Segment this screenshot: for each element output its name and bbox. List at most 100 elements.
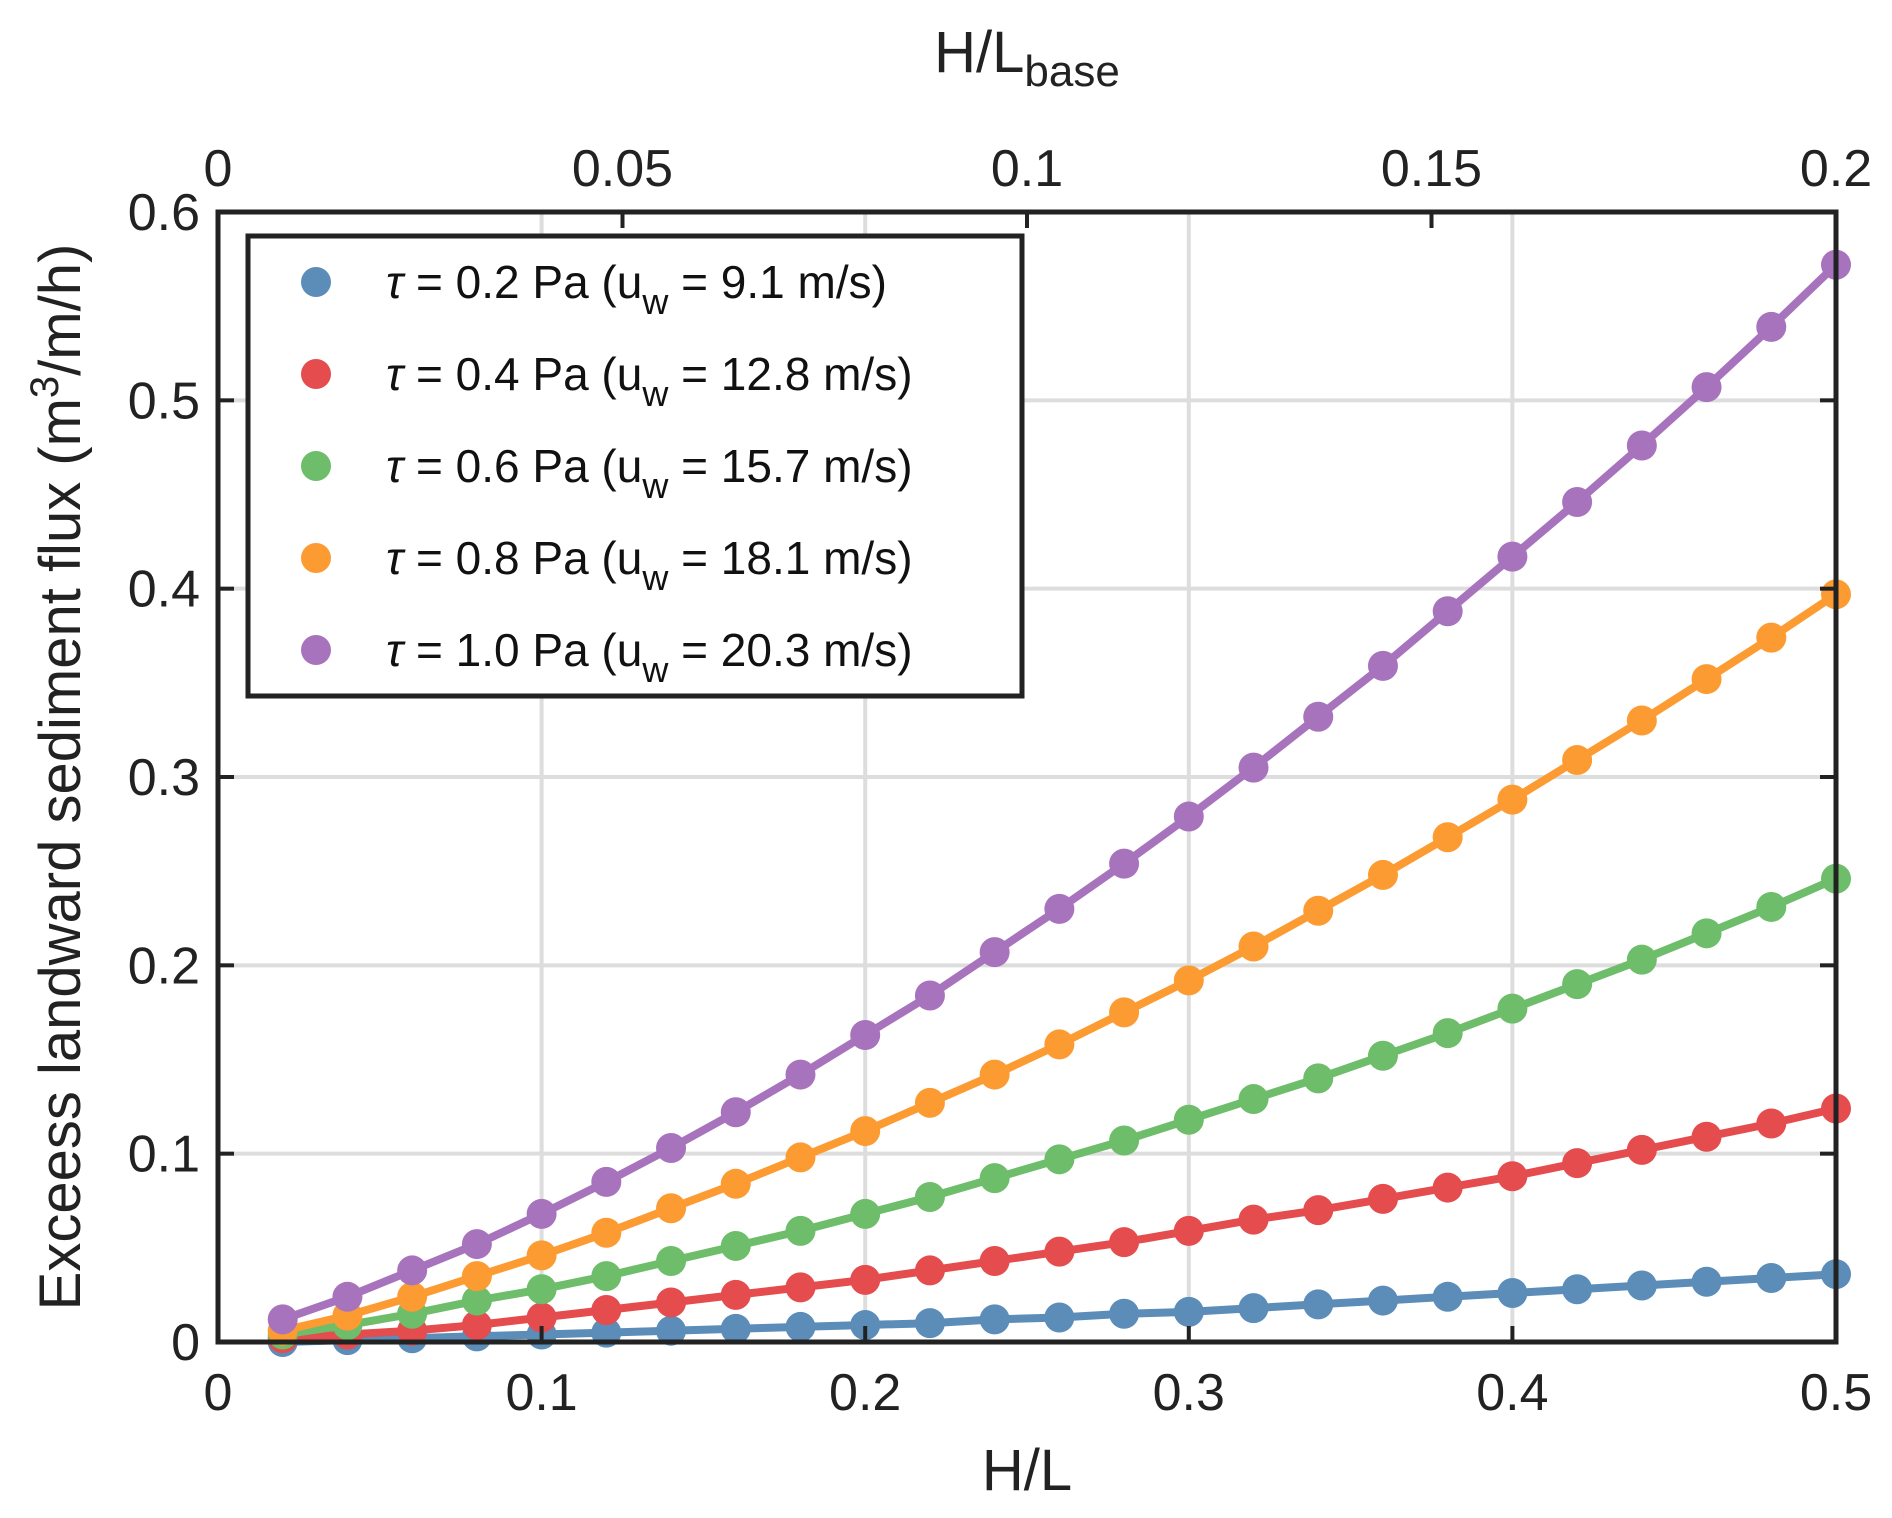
legend-label: τ = 0.8 Pa (uw = 18.1 m/s) (386, 532, 913, 598)
data-point (1109, 1298, 1140, 1329)
legend-text-part: m/s) (810, 348, 912, 400)
data-point (979, 1304, 1010, 1335)
data-point (785, 1215, 816, 1246)
data-point (785, 1272, 816, 1303)
data-point (1044, 1144, 1075, 1175)
data-point (656, 1133, 687, 1164)
data-point (1626, 1270, 1657, 1301)
series-1.0 (267, 249, 1851, 1335)
data-point (1238, 931, 1269, 962)
data-point (1756, 311, 1787, 342)
data-point (656, 1193, 687, 1224)
data-point (1497, 784, 1528, 815)
data-point (1562, 487, 1593, 518)
legend-marker (301, 267, 331, 297)
legend-text-part: 1.0 (456, 624, 520, 676)
legend-marker (301, 451, 331, 481)
data-point (1756, 1262, 1787, 1293)
data-point (1238, 1084, 1269, 1115)
tick-labels: 0 0.1 0.2 0.3 0.4 0.5 0 0.05 0.1 0.15 0.2 0 0.1 0.2 0.… (128, 140, 1872, 1422)
data-point (1303, 895, 1334, 926)
legend-text-part: = (668, 532, 720, 584)
data-point (1173, 1104, 1204, 1135)
data-point (1367, 859, 1398, 890)
data-point (1367, 1285, 1398, 1316)
x-tick-label: 0 (204, 1364, 233, 1422)
legend-text-part: = (668, 348, 720, 400)
legend-text-part: 0.8 (456, 532, 520, 584)
data-point (1303, 1063, 1334, 1094)
legend-label: τ = 0.2 Pa (uw = 9.1 m/s) (386, 256, 887, 322)
data-point (979, 1163, 1010, 1194)
top-axis-label-sub: base (1024, 47, 1119, 96)
data-point (526, 1240, 557, 1271)
data-point (1367, 1183, 1398, 1214)
data-point (1562, 745, 1593, 776)
y-tick-label: 0.2 (128, 937, 200, 995)
y-axis-label: Exceess landward sediment flux (m3/m/h) (23, 244, 93, 1311)
legend-text-part: 0.4 (456, 348, 520, 400)
data-point (850, 1310, 881, 1341)
data-point (332, 1281, 363, 1312)
data-point (785, 1059, 816, 1090)
data-point (461, 1261, 492, 1292)
series-line (281, 590, 1839, 1335)
legend-label: τ = 0.4 Pa (uw = 12.8 m/s) (386, 348, 913, 414)
data-point (1497, 993, 1528, 1024)
legend-text-part: = (668, 256, 720, 308)
y-tick-label: 0.6 (128, 184, 200, 242)
x-axis-label: H/L (982, 1438, 1072, 1503)
data-point (1756, 622, 1787, 653)
data-point (1691, 664, 1722, 695)
legend-text-part: τ (386, 256, 406, 308)
data-point (1367, 650, 1398, 681)
legend-text-part: τ (386, 532, 406, 584)
data-point (850, 1116, 881, 1147)
data-point (720, 1313, 751, 1344)
data-point (1497, 1161, 1528, 1192)
ticks (216, 210, 1838, 1344)
data-point (591, 1261, 622, 1292)
data-point (850, 1198, 881, 1229)
series-0.6 (267, 863, 1851, 1350)
legend-label: τ = 0.6 Pa (uw = 15.7 m/s) (386, 440, 913, 506)
legend-text-part: = (668, 440, 720, 492)
data-point (1432, 596, 1463, 627)
data-point (720, 1097, 751, 1128)
data-point (1497, 541, 1528, 572)
legend-entries: τ = 0.2 Pa (uw = 9.1 m/s) τ = 0.4 Pa (uw … (301, 256, 913, 690)
legend-text-part: w (641, 465, 669, 506)
data-point (1562, 1274, 1593, 1305)
data-point (720, 1230, 751, 1261)
legend-text-part: = (403, 440, 455, 492)
legend-text-part: Pa (u (520, 440, 643, 492)
legend-text-part: w (641, 281, 669, 322)
y-tick-label: 0.3 (128, 749, 200, 807)
legend-text-part: = (403, 348, 455, 400)
legend-text-part: τ (386, 348, 406, 400)
y-tick-label: 0.5 (128, 372, 200, 430)
data-point (914, 1308, 945, 1339)
top-x-tick-label: 0.05 (572, 140, 673, 198)
legend-text-part: w (641, 649, 669, 690)
legend-entry: τ = 1.0 Pa (uw = 20.3 m/s) (301, 624, 913, 690)
data-point (1626, 430, 1657, 461)
data-point (1238, 1293, 1269, 1324)
data-point (1303, 1289, 1334, 1320)
data-point (1626, 705, 1657, 736)
legend: τ = 0.2 Pa (uw = 9.1 m/s) τ = 0.4 Pa (uw … (245, 233, 1025, 699)
legend-text-part: = (403, 624, 455, 676)
data-point (1497, 1278, 1528, 1309)
legend-text-part: 12.8 (721, 348, 811, 400)
data-point (526, 1198, 557, 1229)
legend-text-part: w (641, 557, 669, 598)
data-point (914, 1181, 945, 1212)
data-point (720, 1279, 751, 1310)
data-point (1109, 848, 1140, 879)
legend-text-part: 0.6 (456, 440, 520, 492)
data-point (1562, 969, 1593, 1000)
legend-entry: τ = 0.6 Pa (uw = 15.7 m/s) (301, 440, 913, 506)
legend-text-part: = (403, 256, 455, 308)
data-point (656, 1246, 687, 1277)
series-0.4 (267, 1093, 1851, 1354)
